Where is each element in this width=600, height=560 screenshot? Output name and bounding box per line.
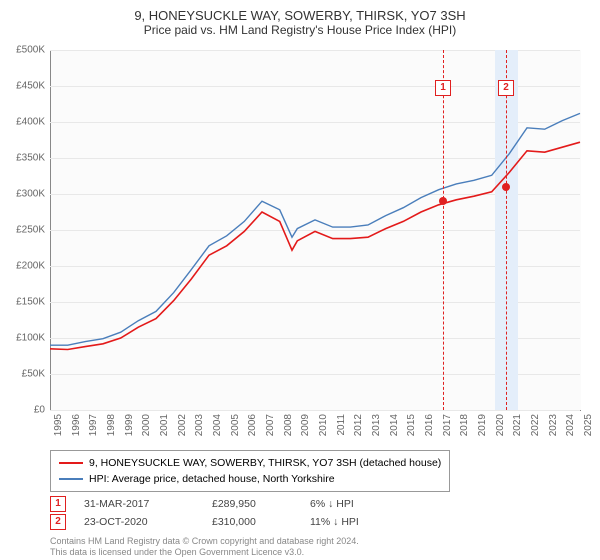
sale-marker-dot [439,197,447,205]
chart-title: 9, HONEYSUCKLE WAY, SOWERBY, THIRSK, YO7… [0,0,600,23]
x-tick-label: 2016 [424,414,435,436]
x-tick-label: 2019 [477,414,488,436]
sale-marker-2: 2 [50,514,66,530]
x-tick-label: 1998 [106,414,117,436]
y-tick-label: £200K [16,261,45,272]
y-tick-label: £250K [16,225,45,236]
sale-price-2: £310,000 [212,513,292,531]
y-tick-label: £400K [16,117,45,128]
y-tick-label: £500K [16,45,45,56]
line-series [50,50,580,410]
sale-delta-1: 6% ↓ HPI [310,495,390,513]
sale-marker-line [506,50,507,410]
x-tick-label: 2011 [336,414,347,436]
footnote-line2: This data is licensed under the Open Gov… [50,547,359,558]
chart-subtitle: Price paid vs. HM Land Registry's House … [0,23,600,37]
x-tick-label: 2010 [318,414,329,436]
x-tick-label: 2002 [177,414,188,436]
x-tick-label: 2004 [212,414,223,436]
legend-item-hpi: HPI: Average price, detached house, Nort… [59,471,441,487]
x-tick-label: 2008 [283,414,294,436]
x-tick-label: 2013 [371,414,382,436]
legend-swatch-property [59,462,83,464]
legend-label-hpi: HPI: Average price, detached house, Nort… [89,471,335,487]
y-tick-label: £50K [22,369,45,380]
x-tick-label: 1999 [124,414,135,436]
x-tick-label: 1995 [53,414,64,436]
x-tick-label: 2003 [194,414,205,436]
y-tick-label: £0 [34,405,45,416]
sales-table: 1 31-MAR-2017 £289,950 6% ↓ HPI 2 23-OCT… [50,495,390,531]
x-tick-label: 2006 [247,414,258,436]
x-tick-label: 2018 [459,414,470,436]
sale-marker-1: 1 [50,496,66,512]
y-tick-label: £350K [16,153,45,164]
legend-label-property: 9, HONEYSUCKLE WAY, SOWERBY, THIRSK, YO7… [89,455,441,471]
sale-marker-line [443,50,444,410]
y-tick-label: £100K [16,333,45,344]
sale-marker-flag: 1 [435,80,451,96]
page-container: 9, HONEYSUCKLE WAY, SOWERBY, THIRSK, YO7… [0,0,600,560]
sale-row-2: 2 23-OCT-2020 £310,000 11% ↓ HPI [50,513,390,531]
x-tick-label: 2020 [495,414,506,436]
x-tick-label: 2001 [159,414,170,436]
x-tick-label: 2025 [583,414,594,436]
x-tick-label: 1996 [71,414,82,436]
y-tick-label: £450K [16,81,45,92]
legend: 9, HONEYSUCKLE WAY, SOWERBY, THIRSK, YO7… [50,450,450,492]
sale-date-1: 31-MAR-2017 [84,495,194,513]
x-tick-label: 2015 [406,414,417,436]
x-tick-label: 2021 [512,414,523,436]
x-tick-label: 2024 [565,414,576,436]
x-tick-label: 2007 [265,414,276,436]
x-tick-label: 2005 [230,414,241,436]
legend-item-property: 9, HONEYSUCKLE WAY, SOWERBY, THIRSK, YO7… [59,455,441,471]
y-tick-label: £150K [16,297,45,308]
x-tick-label: 2012 [353,414,364,436]
sale-price-1: £289,950 [212,495,292,513]
sale-marker-flag: 2 [498,80,514,96]
x-tick-label: 1997 [88,414,99,436]
sale-row-1: 1 31-MAR-2017 £289,950 6% ↓ HPI [50,495,390,513]
legend-swatch-hpi [59,478,83,480]
series-line-property [50,142,580,349]
x-tick-label: 2023 [548,414,559,436]
x-tick-label: 2009 [300,414,311,436]
footnote: Contains HM Land Registry data © Crown c… [50,536,359,558]
series-line-hpi [50,113,580,345]
x-tick-label: 2022 [530,414,541,436]
chart-area: 12 £0£50K£100K£150K£200K£250K£300K£350K£… [50,50,580,410]
footnote-line1: Contains HM Land Registry data © Crown c… [50,536,359,547]
sale-date-2: 23-OCT-2020 [84,513,194,531]
x-tick-label: 2017 [442,414,453,436]
x-tick-label: 2014 [389,414,400,436]
x-tick-label: 2000 [141,414,152,436]
sale-marker-dot [502,183,510,191]
y-tick-label: £300K [16,189,45,200]
sale-delta-2: 11% ↓ HPI [310,513,390,531]
